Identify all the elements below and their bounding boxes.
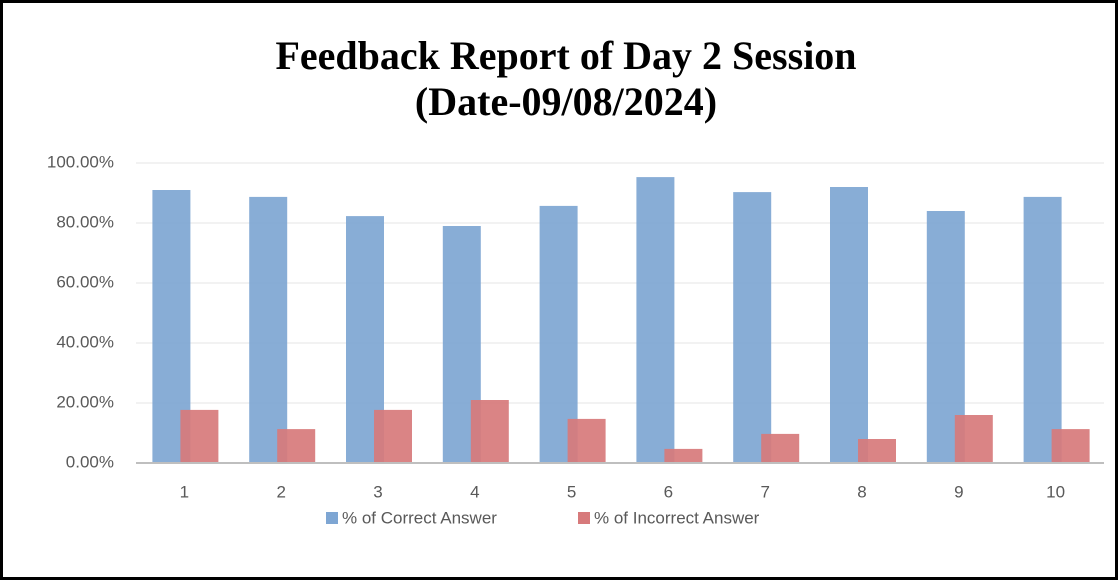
legend-label: % of Correct Answer xyxy=(342,508,497,527)
y-tick-label: 60.00% xyxy=(56,272,114,291)
x-tick-label: 10 xyxy=(1046,482,1065,501)
bar xyxy=(858,439,896,463)
bar xyxy=(180,409,219,463)
y-tick-label: 0.00% xyxy=(66,452,114,471)
y-tick-label: 40.00% xyxy=(56,332,114,351)
chart-subtitle: (Date-09/08/2024) xyxy=(415,79,717,124)
legend-swatch xyxy=(326,512,338,524)
x-tick-label: 4 xyxy=(470,482,479,501)
chart-title: Feedback Report of Day 2 Session xyxy=(275,33,856,78)
x-tick-label: 5 xyxy=(567,482,576,501)
legend-swatch xyxy=(578,512,590,524)
x-tick-label: 6 xyxy=(664,482,673,501)
x-tick-label: 3 xyxy=(373,482,382,501)
x-tick-label: 9 xyxy=(954,482,963,501)
bar xyxy=(761,433,800,463)
x-tick-label: 7 xyxy=(760,482,769,501)
bar xyxy=(1023,196,1062,463)
y-tick-label: 100.00% xyxy=(47,152,114,171)
y-tick-label: 20.00% xyxy=(56,392,114,411)
legend-label: % of Incorrect Answer xyxy=(594,508,760,527)
bar xyxy=(664,448,703,463)
bar xyxy=(567,418,606,463)
y-tick-label: 80.00% xyxy=(56,212,114,231)
bar xyxy=(1051,429,1090,463)
bar xyxy=(636,177,675,463)
bar xyxy=(954,415,993,463)
x-tick-label: 1 xyxy=(180,482,189,501)
x-tick-label: 8 xyxy=(857,482,866,501)
bar xyxy=(470,400,509,463)
bar xyxy=(249,196,288,463)
bar xyxy=(277,429,316,463)
bar xyxy=(374,409,412,463)
x-tick-label: 2 xyxy=(276,482,285,501)
bar xyxy=(830,187,868,463)
bar xyxy=(733,192,772,463)
